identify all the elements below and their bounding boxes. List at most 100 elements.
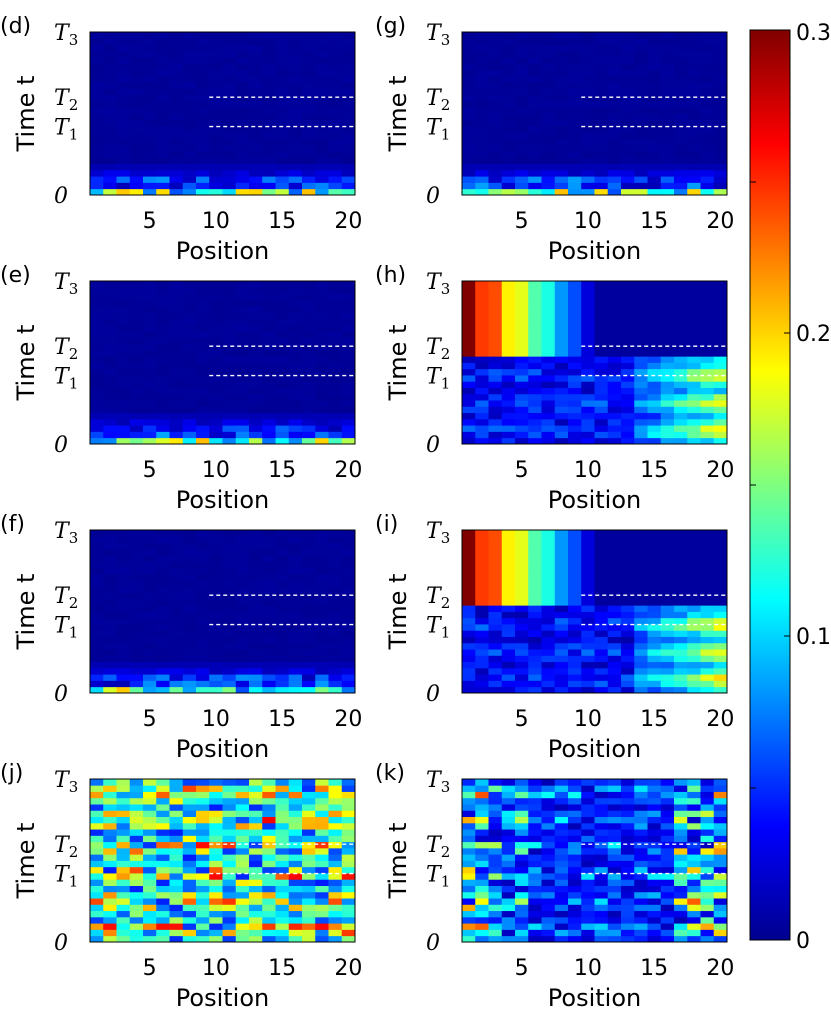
heatmap-cell — [129, 132, 144, 139]
heatmap-cell — [647, 293, 662, 301]
heatmap-cell — [103, 425, 117, 432]
heatmap-cell — [634, 188, 648, 196]
heatmap-cell — [209, 38, 223, 45]
heatmap-cell — [275, 151, 290, 158]
heatmap-cell — [143, 567, 157, 575]
heatmap-cell — [169, 835, 184, 843]
heatmap-cell — [90, 573, 104, 581]
heatmap-cell — [501, 312, 516, 320]
heatmap-cell — [156, 536, 170, 543]
heatmap-cell — [607, 816, 622, 824]
heatmap-cell — [541, 860, 556, 868]
heatmap-cell — [700, 785, 715, 792]
heatmap-cell — [488, 779, 503, 786]
heatmap-cell — [660, 299, 675, 307]
heatmap-cell — [488, 580, 503, 587]
heatmap-cell — [143, 281, 157, 288]
heatmap-cell — [687, 57, 701, 64]
heatmap-cell — [249, 816, 263, 824]
heatmap-cell — [116, 630, 131, 637]
heatmap-cell — [568, 586, 582, 594]
heatmap-cell — [713, 935, 728, 943]
heatmap-cell — [341, 287, 356, 294]
heatmap-cell — [554, 605, 569, 612]
heatmap-cell — [674, 169, 688, 177]
heatmap-cell — [554, 530, 569, 537]
heatmap-cell — [594, 119, 609, 127]
heatmap-cell — [222, 182, 237, 190]
heatmap-cell — [90, 822, 104, 830]
heatmap-cell — [660, 642, 675, 650]
heatmap-cell — [700, 611, 715, 619]
heatmap-cell — [143, 169, 157, 177]
heatmap-cell — [528, 306, 542, 313]
heatmap-cell — [129, 312, 144, 320]
heatmap-cell — [341, 400, 356, 407]
heatmap-cell — [713, 387, 728, 395]
heatmap-cell — [196, 785, 210, 792]
heatmap-cell — [341, 586, 356, 594]
heatmap-cell — [341, 318, 356, 326]
heatmap-cell — [169, 642, 184, 650]
heatmap-cell — [634, 138, 648, 146]
heatmap-cell — [594, 293, 609, 301]
heatmap-cell — [235, 32, 250, 39]
heatmap-cell — [660, 567, 675, 575]
heatmap-cell — [528, 44, 542, 52]
heatmap-cell — [143, 144, 157, 152]
y-tick-label: T3 — [54, 270, 78, 298]
heatmap-cell — [713, 362, 728, 370]
heatmap-cell — [568, 592, 582, 600]
heatmap-cell — [288, 667, 303, 675]
heatmap-cell — [103, 82, 117, 89]
heatmap-cell — [528, 797, 542, 805]
heatmap-cell — [568, 412, 582, 420]
heatmap-cell — [674, 75, 688, 83]
heatmap-cell — [302, 169, 316, 177]
heatmap-cell — [594, 885, 609, 893]
heatmap-cell — [700, 63, 715, 71]
heatmap-cell — [143, 611, 157, 619]
heatmap-cell — [568, 617, 582, 625]
heatmap-cell — [674, 343, 688, 351]
heatmap-cell — [621, 530, 635, 537]
heatmap-cell — [328, 387, 343, 395]
heatmap-cell — [528, 605, 542, 612]
heatmap-cell — [687, 425, 701, 432]
heatmap-cell — [674, 592, 688, 600]
heatmap-cell — [634, 393, 648, 401]
heatmap-cell — [541, 406, 556, 414]
heatmap-cell — [235, 387, 250, 395]
heatmap-cell — [700, 904, 715, 912]
heatmap-cell — [235, 573, 250, 581]
heatmap-cell — [262, 530, 276, 537]
heatmap-cell — [687, 791, 701, 799]
heatmap-cell — [196, 293, 210, 301]
heatmap-cell — [554, 400, 569, 407]
heatmap-cell — [182, 866, 197, 874]
heatmap-cell — [475, 318, 489, 326]
heatmap-cell — [700, 816, 715, 824]
heatmap-cell — [475, 860, 489, 868]
heatmap-cell — [475, 854, 489, 861]
heatmap-cell — [209, 904, 223, 912]
heatmap-cell — [647, 916, 662, 924]
heatmap-cell — [541, 393, 556, 401]
heatmap-cell — [302, 649, 316, 656]
heatmap-cell — [607, 873, 622, 880]
heatmap-cell — [462, 661, 476, 669]
heatmap-cell — [288, 299, 303, 307]
heatmap-cell — [288, 387, 303, 395]
heatmap-cell — [607, 879, 622, 886]
heatmap-cell — [196, 425, 210, 432]
heatmap-cell — [222, 32, 237, 39]
heatmap-cell — [515, 126, 529, 133]
heatmap-cell — [156, 356, 170, 363]
heatmap-cell — [262, 611, 276, 619]
heatmap-cell — [116, 592, 131, 600]
heatmap-cell — [328, 580, 343, 587]
heatmap-cell — [143, 113, 157, 121]
heatmap-cell — [700, 605, 715, 612]
heatmap-cell — [687, 829, 701, 836]
heatmap-cell — [143, 935, 157, 943]
